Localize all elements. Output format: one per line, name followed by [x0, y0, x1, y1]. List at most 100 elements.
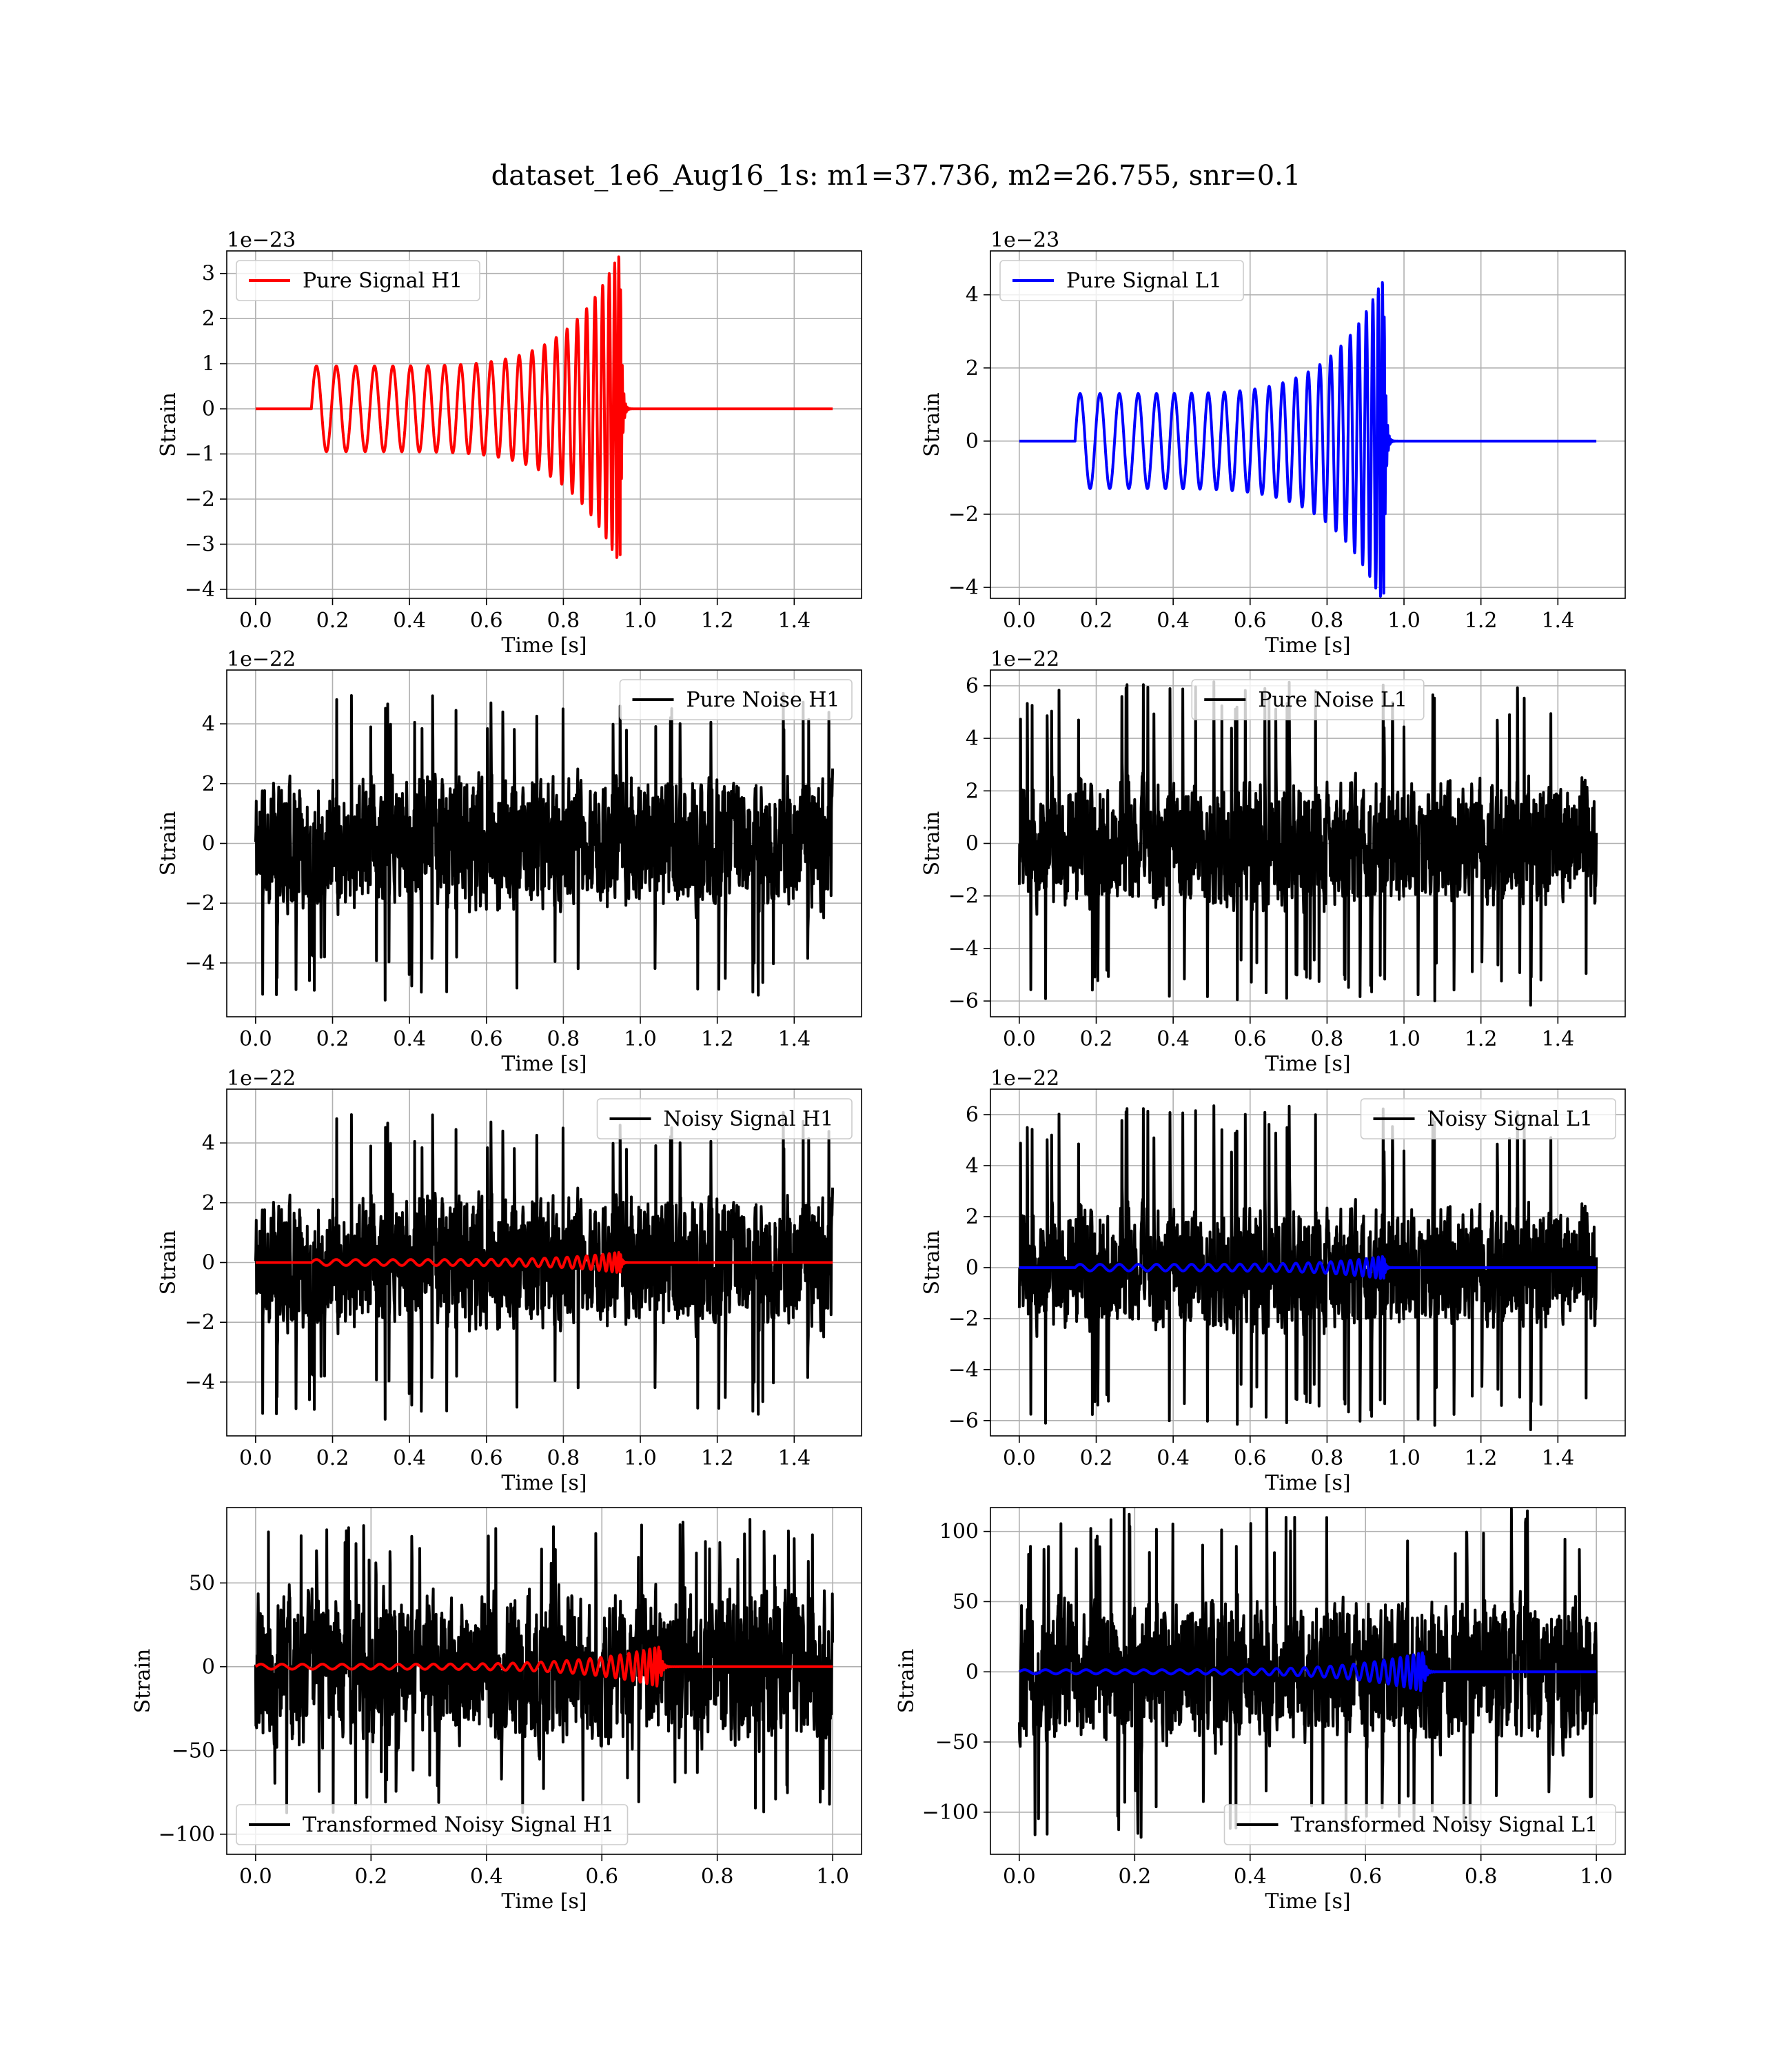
- legend-label: Noisy Signal L1: [1427, 1107, 1593, 1131]
- x-tick-label: 0.0: [239, 1446, 272, 1470]
- x-tick-label: 1.2: [701, 1446, 734, 1470]
- x-axis-label: Time [s]: [1265, 1889, 1350, 1914]
- panel-pure-signal-l1: 0.0 0.2 0.4 0.6 0.8 1.0 1.2 1.4 4 2 0 −2 −4 Time [s] S…: [920, 228, 1626, 658]
- series-signal-noisy-signal-h1: [255, 1250, 834, 1274]
- x-tick-label: 0.0: [1003, 609, 1036, 633]
- x-tick-label: 1.4: [1541, 609, 1574, 633]
- x-tick-label: 0.8: [547, 609, 580, 633]
- x-tick-label: 1.0: [624, 609, 657, 633]
- y-tick-label: −2: [948, 884, 979, 909]
- y-tick-label: −4: [948, 576, 979, 600]
- y-tick-label: 2: [202, 772, 215, 796]
- legend-box: [596, 1098, 853, 1139]
- x-axis-label: Time [s]: [501, 1052, 587, 1076]
- legend-label: Pure Noise L1: [1258, 688, 1407, 712]
- figure-title: dataset_1e6_Aug16_1s: m1=37.736, m2=26.7…: [491, 160, 1301, 192]
- y-tick-label: 2: [202, 1191, 215, 1215]
- x-tick-label: 0.8: [1311, 609, 1344, 633]
- y-axis-label: Strain: [156, 1230, 181, 1295]
- x-tick-label: 0.2: [354, 1865, 387, 1889]
- y-tick-label: −2: [185, 891, 215, 915]
- y-tick-label: 1: [202, 352, 215, 376]
- x-tick-label: 0.0: [1003, 1865, 1036, 1889]
- y-tick-label: 0: [966, 429, 979, 454]
- x-axis-label: Time [s]: [1265, 633, 1350, 658]
- x-tick-label: 0.8: [547, 1027, 580, 1051]
- x-tick-label: 1.0: [816, 1865, 849, 1889]
- x-tick-label: 0.0: [239, 609, 272, 633]
- legend: Transformed Noisy Signal L1: [1223, 1804, 1616, 1845]
- x-tick-label: 1.2: [701, 609, 734, 633]
- x-tick-label: 0.6: [1234, 1027, 1267, 1051]
- offset-label: 1e−22: [990, 647, 1059, 671]
- panel-transformed-noisy-signal-l1: 0.0 0.2 0.4 0.6 0.8 1.0 100 50 0 −50 −100 Time [s] S…: [895, 1507, 1626, 1914]
- series-signal-noisy-signal-l1: [1019, 1255, 1598, 1280]
- x-tick-label: 0.6: [470, 1027, 503, 1051]
- y-axis-label: Strain: [895, 1649, 919, 1714]
- y-tick-label: 0: [966, 1660, 979, 1684]
- plot-area: [1017, 1104, 1598, 1432]
- y-tick-label: 0: [202, 397, 215, 421]
- y-tick-label: 3: [202, 262, 215, 286]
- y-tick-label: 6: [966, 674, 979, 698]
- series-pure-noise-l1: [1017, 680, 1598, 1007]
- series-noise-transformed-noisy-signal-h1: [254, 1518, 835, 1814]
- legend-box: [1223, 1804, 1616, 1845]
- panel-noisy-signal-l1: 0.0 0.2 0.4 0.6 0.8 1.0 1.2 1.4 6 4 2 0 −2 −4 −6 Time […: [920, 1066, 1626, 1495]
- x-tick-label: 1.0: [1580, 1865, 1613, 1889]
- y-tick-label: −2: [948, 503, 979, 527]
- y-tick-label: 0: [202, 1655, 215, 1679]
- y-tick-label: 0: [202, 832, 215, 856]
- x-tick-label: 0.2: [316, 1446, 349, 1470]
- x-tick-label: 0.2: [1080, 1027, 1113, 1051]
- y-tick-label: −4: [948, 1358, 979, 1382]
- y-tick-label: −1: [185, 443, 215, 467]
- y-tick-label: 4: [966, 1154, 979, 1178]
- y-tick-label: −4: [948, 937, 979, 961]
- plot-area: [255, 255, 834, 559]
- y-tick-label: 0: [202, 1251, 215, 1275]
- legend-box: [619, 679, 853, 720]
- y-tick-label: −50: [172, 1738, 215, 1763]
- x-tick-label: 0.0: [239, 1027, 272, 1051]
- plot-area: [254, 691, 835, 1002]
- x-tick-label: 0.2: [1080, 609, 1113, 633]
- x-tick-label: 0.8: [701, 1865, 734, 1889]
- x-tick-label: 0.6: [470, 1446, 503, 1470]
- plot-area: [1017, 1508, 1598, 1839]
- legend-label: Pure Signal H1: [303, 269, 462, 293]
- y-tick-label: 4: [966, 283, 979, 307]
- x-tick-label: 1.4: [777, 609, 811, 633]
- y-tick-label: 0: [966, 832, 979, 856]
- x-tick-label: 1.0: [1387, 609, 1421, 633]
- y-tick-label: 2: [966, 779, 979, 803]
- x-axis-label: Time [s]: [1265, 1471, 1350, 1495]
- y-tick-label: −6: [948, 1409, 979, 1433]
- x-tick-label: 0.6: [470, 609, 503, 633]
- y-tick-label: 6: [966, 1103, 979, 1127]
- x-tick-label: 0.0: [1003, 1446, 1036, 1470]
- series-signal-transformed-noisy-signal-l1: [1018, 1651, 1598, 1692]
- series-pure-signal-h1: [255, 255, 834, 559]
- legend-box: [1360, 1098, 1616, 1139]
- x-tick-label: 0.2: [1118, 1865, 1151, 1889]
- x-tick-label: 0.6: [1234, 609, 1267, 633]
- x-tick-label: 0.2: [316, 609, 349, 633]
- offset-label: 1e−22: [990, 1066, 1059, 1091]
- x-tick-label: 1.4: [1541, 1027, 1574, 1051]
- x-tick-label: 1.2: [1465, 609, 1498, 633]
- y-axis-label: Strain: [920, 392, 944, 457]
- x-tick-label: 1.0: [1387, 1027, 1421, 1051]
- axes-frame: [226, 669, 862, 1017]
- x-tick-label: 1.0: [624, 1446, 657, 1470]
- plot-area: [1017, 680, 1598, 1007]
- x-tick-label: 0.2: [1080, 1446, 1113, 1470]
- x-tick-label: 0.4: [1157, 1446, 1190, 1470]
- x-tick-label: 0.8: [1311, 1027, 1344, 1051]
- x-tick-label: 0.4: [470, 1865, 503, 1889]
- legend: Pure Noise L1: [1191, 679, 1425, 720]
- y-tick-label: −6: [948, 989, 979, 1013]
- legend-label: Pure Noise H1: [686, 688, 840, 712]
- y-tick-label: −4: [185, 1370, 215, 1395]
- offset-label: 1e−23: [990, 228, 1059, 252]
